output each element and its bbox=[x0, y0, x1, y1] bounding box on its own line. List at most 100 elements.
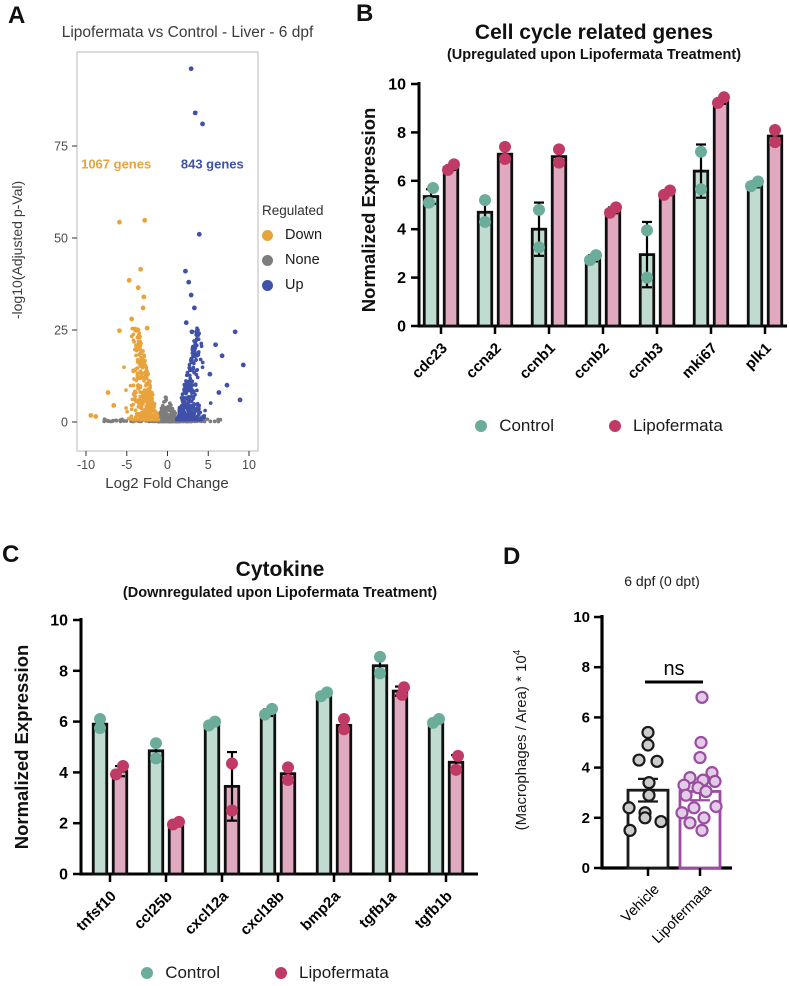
volcano-outlier-point bbox=[219, 353, 225, 359]
gene-label: bmp2a bbox=[298, 887, 345, 934]
volcano-outlier-point bbox=[183, 268, 188, 274]
volcano-point bbox=[202, 419, 207, 424]
volcano-outlier-point bbox=[140, 305, 146, 311]
volcano-point bbox=[141, 349, 145, 353]
volcano-point bbox=[141, 375, 146, 380]
volcano-point bbox=[196, 350, 201, 354]
cytokine-title: Cytokine bbox=[235, 558, 325, 581]
legend-item-control: Control bbox=[475, 416, 554, 436]
volcano-point bbox=[132, 377, 136, 381]
y-axis-tick-label: 10 bbox=[50, 613, 68, 630]
volcano-point bbox=[128, 383, 133, 388]
y-axis-tick-label: 0 bbox=[397, 319, 406, 336]
bar-control-cxcl18b bbox=[259, 711, 277, 876]
volcano-point bbox=[193, 382, 198, 387]
volcano-outlier-point bbox=[188, 66, 194, 72]
data-point-lipofermata bbox=[450, 763, 462, 776]
y-axis-tick-label: 10 bbox=[573, 609, 590, 626]
volcano-point bbox=[169, 409, 174, 414]
data-point-lipofermata bbox=[708, 774, 722, 789]
volcano-point bbox=[185, 381, 189, 386]
bar-lipofermata-tgfb1b bbox=[447, 760, 465, 876]
volcano-point bbox=[165, 407, 169, 411]
lipofermata-dot-icon bbox=[275, 967, 288, 979]
volcano-point bbox=[145, 402, 150, 406]
legend-label-lipofermata: Lipofermata bbox=[299, 963, 389, 982]
data-point-lipofermata bbox=[687, 801, 701, 815]
volcano-point bbox=[124, 388, 128, 392]
volcano-point bbox=[194, 329, 199, 334]
volcano-outlier-point bbox=[105, 390, 111, 395]
bar-control-ccl25b bbox=[147, 749, 165, 876]
series-down bbox=[88, 217, 161, 422]
data-point-lipofermata bbox=[338, 713, 350, 726]
data-point-lipofermata bbox=[452, 749, 464, 762]
volcano-outlier-point bbox=[189, 329, 195, 335]
volcano-point bbox=[194, 333, 199, 338]
bar-lipofermata-ccnb2 bbox=[604, 208, 622, 328]
y-axis-tick-label: 2 bbox=[582, 810, 590, 827]
legend-label-control: Control bbox=[165, 963, 221, 982]
data-point-lipofermata bbox=[226, 757, 238, 770]
bar-lipofermata-plk1 bbox=[766, 134, 784, 328]
data-point-lipofermata bbox=[697, 811, 711, 825]
legend-item-lipofermata: Lipofermata bbox=[609, 416, 723, 436]
data-point-lipofermata bbox=[338, 723, 350, 736]
data-point-lipofermata bbox=[709, 799, 723, 814]
data-point-control bbox=[533, 203, 545, 216]
y-axis-tick-label: 2 bbox=[397, 270, 406, 287]
volcano-point bbox=[129, 414, 134, 419]
data-point-control bbox=[479, 194, 491, 207]
data-point-control bbox=[423, 196, 435, 209]
volcano-point bbox=[194, 358, 198, 362]
volcano-point bbox=[144, 368, 149, 372]
volcano-point bbox=[142, 360, 146, 365]
panel-a-volcano: -10 -5 0 5 10 0 25 50 75 Log2 Fold Change 1067 gen… bbox=[0, 0, 349, 505]
data-point-lipofermata bbox=[679, 788, 693, 802]
volcano-outlier-point bbox=[192, 110, 198, 116]
gene-label: plk1 bbox=[742, 340, 775, 373]
bar-lipofermata-ccna2 bbox=[496, 152, 514, 328]
volcano-point bbox=[187, 417, 191, 422]
bar-control-tnfsf10 bbox=[91, 722, 109, 876]
data-point-lipofermata bbox=[448, 158, 460, 171]
x-axis-label: Log2 Fold Change bbox=[105, 475, 228, 492]
volcano-point bbox=[134, 353, 138, 358]
data-point-lipofermata bbox=[226, 804, 238, 817]
volcano-point bbox=[155, 413, 160, 418]
volcano-point bbox=[179, 396, 184, 400]
panel-d-macrophages: 0 2 4 6 8 10 Vehicle Lipofermata ns D 6 dpf (0 d… bbox=[492, 535, 789, 986]
volcano-point bbox=[199, 344, 204, 349]
volcano-point bbox=[134, 390, 138, 395]
volcano-point bbox=[139, 373, 143, 378]
volcano-point bbox=[189, 356, 194, 361]
data-point-control bbox=[150, 737, 162, 750]
volcano-point bbox=[186, 413, 190, 418]
volcano-point bbox=[145, 370, 150, 375]
macrophage-y-axis-label-exponent: 4 bbox=[512, 649, 523, 656]
volcano-point bbox=[167, 405, 172, 410]
gene-count-annotation: 843 genes bbox=[181, 156, 244, 171]
volcano-point bbox=[191, 396, 196, 401]
data-point-control bbox=[752, 175, 764, 188]
volcano-point bbox=[195, 388, 199, 393]
data-point-lipofermata bbox=[718, 91, 730, 104]
volcano-point bbox=[143, 395, 148, 400]
volcano-point bbox=[199, 341, 204, 346]
volcano-point bbox=[106, 419, 110, 423]
macrophage-y-axis-label: (Macrophages / Area) * 104 bbox=[512, 650, 530, 831]
data-point-lipofermata bbox=[117, 760, 129, 773]
panel-c-cytokine: 0 2 4 6 8 10 tnfsf10 ccl25b cxcl12a cxcl18b bmp2a t… bbox=[0, 535, 492, 986]
volcano-point bbox=[140, 394, 144, 399]
data-point-control bbox=[374, 667, 386, 680]
volcano-y-axis-label: -log10(Adjusted p-Val) bbox=[9, 180, 25, 320]
data-point-lipofermata bbox=[499, 153, 511, 166]
volcano-outlier-point bbox=[207, 371, 213, 377]
volcano-point bbox=[134, 345, 139, 350]
data-point-lipofermata bbox=[664, 184, 676, 197]
volcano-point bbox=[195, 368, 200, 372]
gene-label: ccl25b bbox=[131, 888, 176, 933]
volcano-point bbox=[139, 406, 144, 411]
volcano-point bbox=[185, 370, 190, 375]
